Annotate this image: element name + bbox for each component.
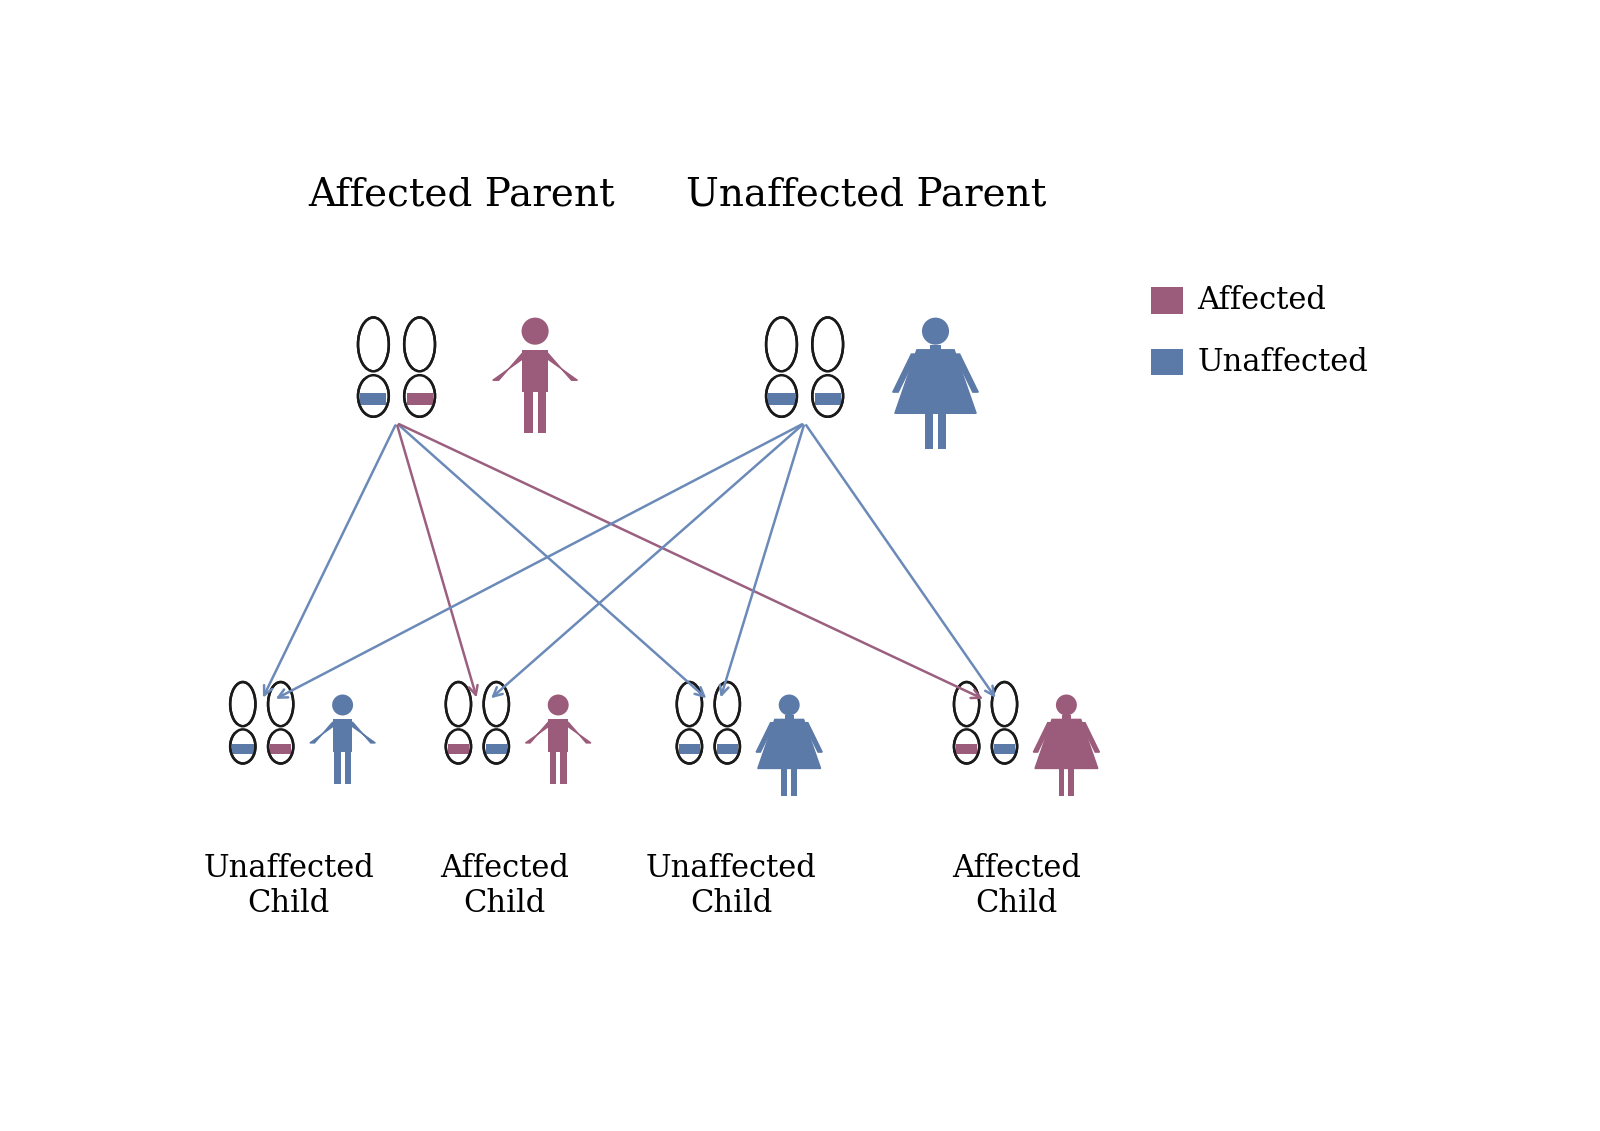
Polygon shape [525,722,549,743]
Text: Unaffected Parent: Unaffected Parent [686,176,1046,214]
Bar [790,768,797,796]
Ellipse shape [813,375,843,416]
Polygon shape [1034,723,1053,752]
Bar [234,725,253,732]
Bar [718,725,736,732]
Text: Affected: Affected [1197,285,1326,316]
Polygon shape [493,353,522,380]
Bar [450,725,467,732]
Bar [995,725,1014,732]
Bar [334,752,341,784]
Text: Unaffected
Child: Unaffected Child [203,853,374,920]
Bar [784,716,794,720]
Bar [560,752,566,784]
Polygon shape [757,723,774,752]
Bar [955,744,978,753]
Bar [768,394,795,405]
Ellipse shape [483,729,509,763]
Ellipse shape [446,729,470,763]
Ellipse shape [358,375,389,416]
Polygon shape [568,722,590,743]
Polygon shape [310,722,333,743]
Ellipse shape [992,729,1018,763]
Bar [550,752,557,784]
Text: Unaffected
Child: Unaffected Child [646,853,818,920]
Bar [344,752,350,784]
Ellipse shape [522,318,549,345]
Bar [816,370,840,378]
Bar [549,719,568,752]
Bar [1059,768,1064,796]
Bar [406,394,432,405]
Polygon shape [352,722,376,743]
Ellipse shape [779,694,800,716]
Text: Affected Parent: Affected Parent [309,176,616,214]
Ellipse shape [992,682,1018,726]
Polygon shape [803,723,822,752]
Bar [770,370,794,378]
Bar [938,413,946,449]
Text: Unaffected: Unaffected [1197,346,1368,378]
Ellipse shape [269,682,293,726]
Ellipse shape [677,682,702,726]
Bar [1062,716,1070,720]
Ellipse shape [547,694,568,716]
Ellipse shape [230,729,256,763]
Bar [717,744,738,753]
Bar [957,725,976,732]
Polygon shape [954,354,978,392]
Bar [448,744,469,753]
Bar [486,725,506,732]
Ellipse shape [715,682,739,726]
Bar [525,392,533,433]
Bar [538,392,546,433]
Bar [1150,287,1184,313]
Polygon shape [893,354,917,392]
Ellipse shape [405,318,435,371]
Bar [925,413,933,449]
Polygon shape [1035,719,1098,768]
Bar [360,394,387,405]
Ellipse shape [813,318,843,371]
Bar [333,719,352,752]
Bar [1150,349,1184,375]
Ellipse shape [230,682,256,726]
Polygon shape [547,353,578,380]
Bar [485,744,507,753]
Ellipse shape [483,682,509,726]
Bar [522,349,547,392]
Ellipse shape [715,729,739,763]
Ellipse shape [922,318,949,345]
Bar [270,744,291,753]
Bar [930,345,941,352]
Bar [272,725,290,732]
Ellipse shape [405,375,435,416]
Bar [814,394,840,405]
Text: Affected
Child: Affected Child [440,853,568,920]
Ellipse shape [358,318,389,371]
Ellipse shape [1056,694,1077,716]
Ellipse shape [333,694,354,716]
Bar [680,725,699,732]
Ellipse shape [954,729,979,763]
Bar [994,744,1016,753]
Ellipse shape [446,682,470,726]
Ellipse shape [677,729,702,763]
Text: Affected
Child: Affected Child [952,853,1080,920]
Ellipse shape [766,375,797,416]
Ellipse shape [766,318,797,371]
Ellipse shape [269,729,293,763]
Bar [678,744,701,753]
Ellipse shape [954,682,979,726]
Polygon shape [758,719,821,768]
Polygon shape [1080,723,1099,752]
Bar [408,370,430,378]
Bar [781,768,787,796]
Bar [232,744,253,753]
Polygon shape [894,349,976,413]
Bar [1069,768,1074,796]
Bar [362,370,386,378]
